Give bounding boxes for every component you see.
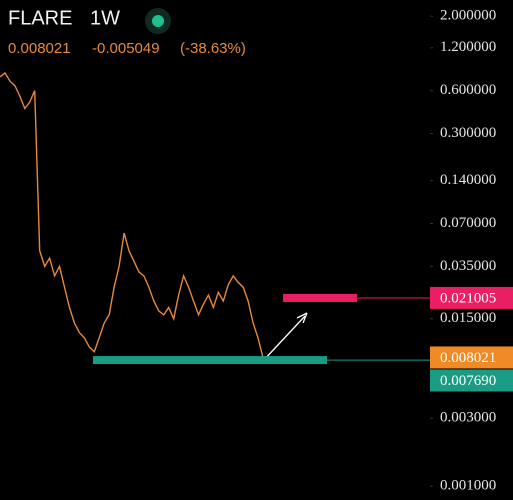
price-label: 0.007690: [440, 373, 496, 389]
interval: 1W: [90, 7, 120, 29]
y-tick-label: 0.035000: [440, 258, 496, 274]
price-label: 0.008021: [440, 350, 496, 366]
y-tick-label: 0.070000: [440, 215, 496, 231]
y-tick-label: 0.001000: [440, 478, 496, 494]
y-tick-label: 0.300000: [440, 125, 496, 141]
y-tick-label: 0.600000: [440, 82, 496, 98]
level-box: [283, 293, 357, 302]
change-pct: (-38.63%): [180, 40, 246, 57]
y-tick-label: 0.140000: [440, 172, 496, 188]
price-line: [0, 71, 264, 358]
y-tick-label: 0.015000: [440, 310, 496, 326]
change: -0.005049: [92, 40, 160, 57]
price-label: 0.021005: [440, 290, 496, 306]
price-label-box: [430, 369, 513, 392]
symbol: FLARE: [8, 7, 72, 29]
y-tick-label: 1.200000: [440, 39, 496, 55]
y-tick-label: 0.003000: [440, 410, 496, 426]
price-label-box: [430, 286, 513, 309]
price-label-box: [430, 346, 513, 369]
y-tick-label: 2.000000: [440, 8, 496, 24]
level-box: [93, 356, 327, 365]
last-price: 0.008021: [8, 40, 71, 57]
status-dot: [152, 15, 164, 27]
arrow: [261, 312, 308, 363]
